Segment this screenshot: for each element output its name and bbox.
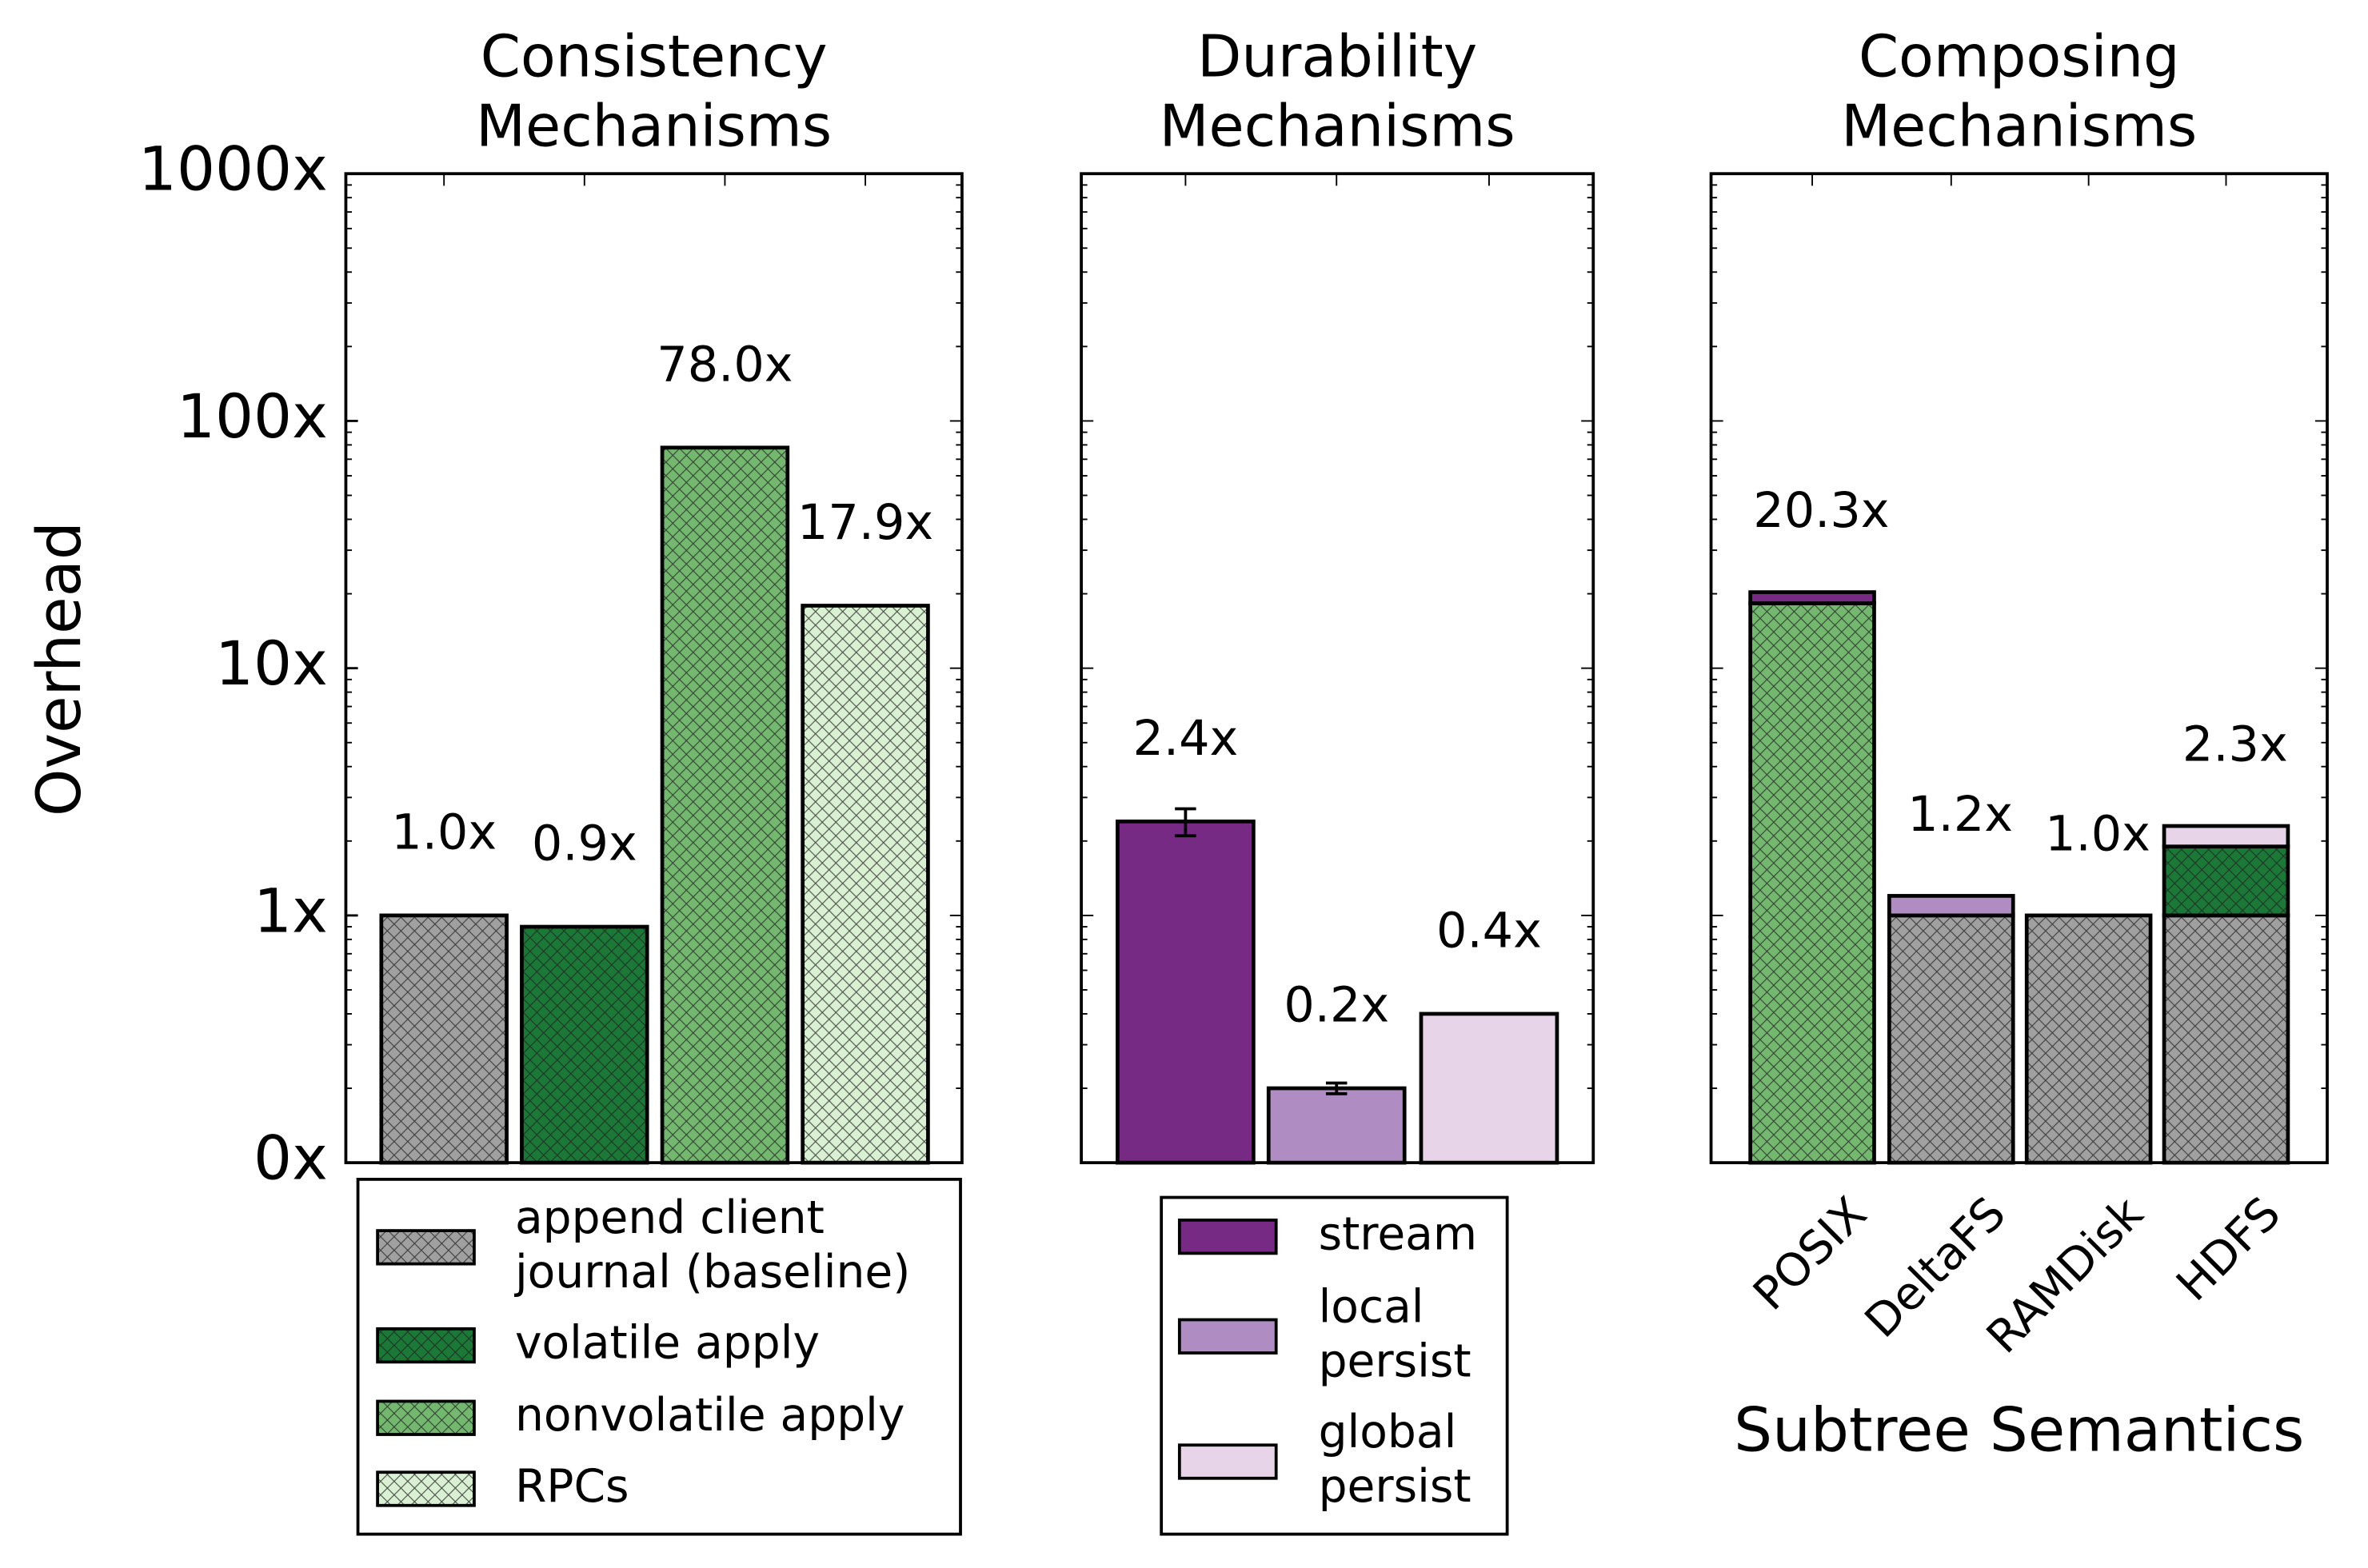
- value-label: 17.9x: [797, 495, 933, 551]
- bar-segment: [2162, 824, 2290, 849]
- total-label: 1.0x: [2045, 806, 2150, 862]
- error-bar: [1326, 1081, 1348, 1095]
- legend-swatch: [376, 1399, 476, 1436]
- bar-segment: [1748, 601, 1876, 1165]
- y-tick-label: 0x: [254, 1123, 328, 1194]
- legend-swatch: [376, 1229, 476, 1266]
- chart-title: Durability Mechanisms: [1160, 22, 1515, 159]
- total-label: 20.3x: [1753, 483, 1889, 539]
- total-label: 1.2x: [1907, 787, 2013, 843]
- total-label: 2.3x: [2182, 716, 2288, 772]
- bar-segment: [2024, 913, 2153, 1165]
- chart-title: Composing Mechanisms: [1841, 22, 2197, 159]
- legend-label: RPCs: [515, 1460, 629, 1513]
- bar-segment: [2162, 913, 2290, 1165]
- bar: [801, 604, 930, 1165]
- legend-swatch: [1177, 1218, 1278, 1255]
- bar: [520, 924, 649, 1165]
- error-bar: [1175, 807, 1196, 838]
- legend-label: volatile apply: [515, 1316, 820, 1369]
- x-tick-label: HDFS: [2166, 1187, 2290, 1311]
- legend-label: append client journal (baseline): [513, 1191, 910, 1298]
- bar-segment: [2162, 844, 2290, 918]
- y-tick-label: 1x: [254, 876, 328, 946]
- bar-segment: [1748, 590, 1876, 605]
- y-tick-label: 100x: [177, 381, 328, 452]
- legend-label: global persist: [1319, 1406, 1472, 1513]
- bar: [1116, 819, 1256, 1165]
- bar-segment: [1887, 913, 2015, 1165]
- x-tick-label: POSIX: [1743, 1187, 1877, 1321]
- y-tick-label: 1000x: [138, 134, 328, 205]
- legend-swatch: [1177, 1443, 1278, 1480]
- bar: [1419, 1011, 1559, 1165]
- chart-title: Consistency Mechanisms: [476, 22, 832, 159]
- bar-segment: [1887, 894, 2015, 918]
- legend-swatch: [376, 1470, 476, 1507]
- legend-label: local persist: [1319, 1280, 1472, 1387]
- legend-swatch: [1177, 1318, 1278, 1355]
- legend-label: stream: [1319, 1207, 1478, 1260]
- value-label: 0.9x: [532, 816, 637, 872]
- value-label: 0.4x: [1436, 903, 1542, 959]
- legend-swatch: [376, 1327, 476, 1364]
- x-axis-label: Subtree Semantics: [1734, 1395, 2304, 1466]
- bar: [1266, 1086, 1407, 1165]
- bar: [379, 913, 509, 1165]
- value-label: 1.0x: [391, 804, 497, 860]
- legend-label: nonvolatile apply: [515, 1389, 904, 1442]
- value-label: 2.4x: [1132, 711, 1238, 767]
- value-label: 0.2x: [1284, 978, 1389, 1034]
- value-label: 78.0x: [657, 337, 793, 393]
- y-axis-label: Overhead: [24, 521, 94, 816]
- y-tick-label: 10x: [215, 628, 328, 699]
- bar: [660, 445, 790, 1165]
